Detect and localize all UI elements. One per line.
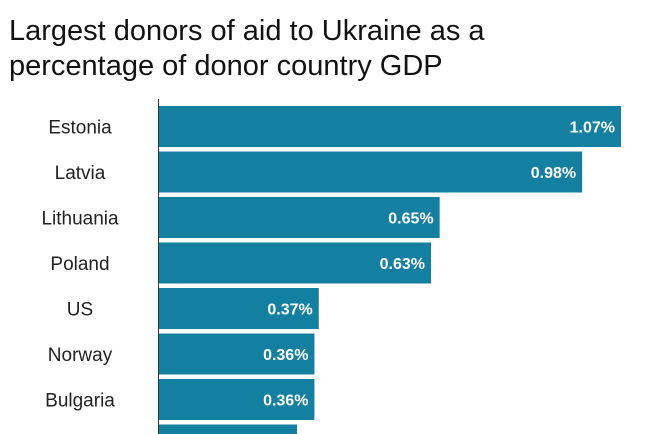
value-label: 0.63% bbox=[380, 256, 425, 273]
value-label: 1.07% bbox=[570, 120, 615, 137]
category-label: Bulgaria bbox=[45, 391, 115, 412]
category-label: Poland bbox=[50, 254, 109, 275]
bar-cropped bbox=[159, 424, 297, 434]
value-label: 0.37% bbox=[267, 302, 312, 319]
bar-norway bbox=[159, 333, 315, 375]
chart-title: Largest donors of aid to Ukraine as a pe… bbox=[9, 15, 485, 82]
bar-lithuania bbox=[159, 197, 440, 238]
value-label: 0.36% bbox=[263, 347, 308, 364]
bar-us bbox=[159, 288, 319, 329]
bar-bulgaria bbox=[159, 379, 315, 420]
bar-poland bbox=[159, 242, 432, 284]
category-label: Norway bbox=[48, 345, 113, 366]
value-label: 0.65% bbox=[388, 211, 433, 228]
bar-latvia bbox=[159, 151, 583, 193]
category-label: Lithuania bbox=[41, 209, 119, 230]
value-label: 0.36% bbox=[263, 393, 308, 410]
category-label: Estonia bbox=[48, 118, 112, 139]
value-label: 0.98% bbox=[531, 165, 576, 182]
category-label: Latvia bbox=[55, 163, 106, 184]
category-label: US bbox=[67, 300, 93, 321]
bar-estonia bbox=[159, 106, 621, 147]
